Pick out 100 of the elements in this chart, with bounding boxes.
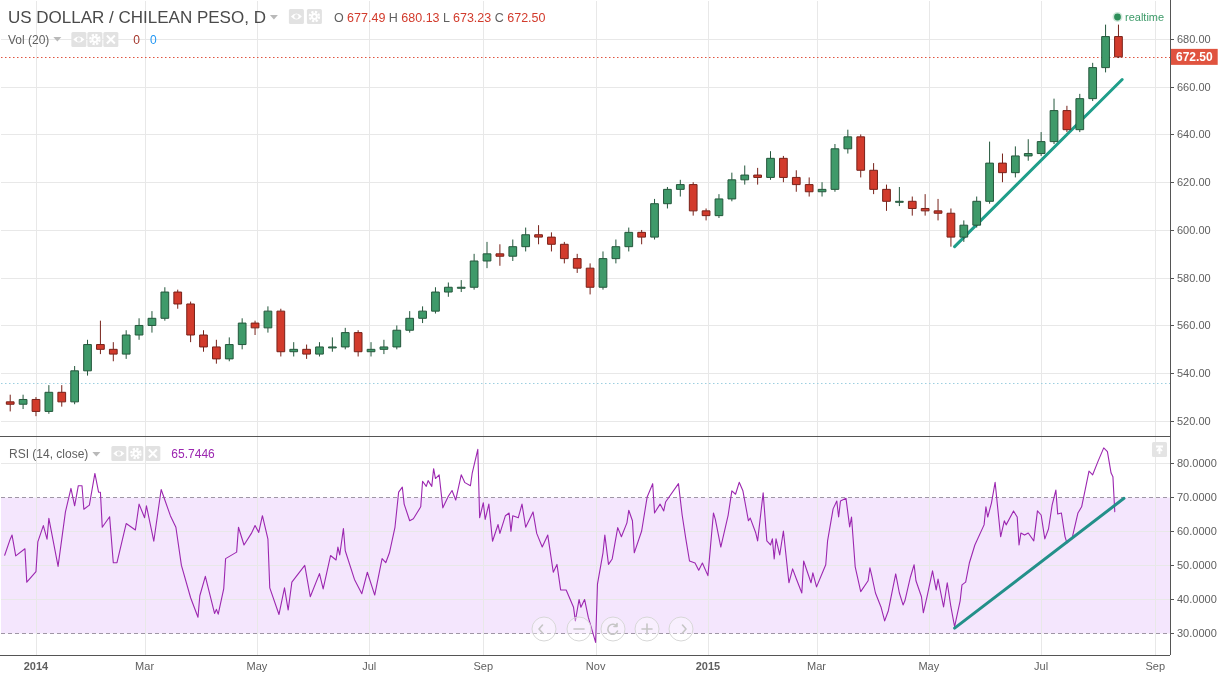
candlestick <box>418 305 427 324</box>
x-tick-label: Sep <box>473 660 494 672</box>
candlestick <box>379 339 389 355</box>
candlestick <box>521 227 531 252</box>
candlestick <box>160 286 170 322</box>
candlestick <box>469 253 479 291</box>
x-tick-label: Sep <box>1145 660 1166 672</box>
y-tick-label: 660.00 <box>1177 80 1211 93</box>
text: RSI (14, close) <box>9 447 89 461</box>
candlestick <box>315 341 324 357</box>
annotation: 65.7446 <box>171 447 216 461</box>
candlestick <box>663 186 672 209</box>
candlestick <box>701 207 711 221</box>
candlestick <box>572 253 582 274</box>
candlestick <box>495 243 505 267</box>
candlestick <box>688 181 698 217</box>
x-tick-label: 2015 <box>695 660 721 672</box>
candlestick <box>830 143 840 193</box>
candlestick <box>1075 93 1085 133</box>
candlestick <box>147 310 157 334</box>
candlestick <box>405 310 415 334</box>
candlestick <box>1036 131 1046 157</box>
candlestick <box>907 196 917 217</box>
candlestick <box>766 150 775 181</box>
y-tick-label: 50.0000 <box>1177 558 1217 571</box>
candlestick <box>972 196 982 229</box>
x-tick-label: May <box>246 660 268 672</box>
candlestick <box>959 219 969 243</box>
candlestick <box>456 279 466 293</box>
candlestick <box>1049 98 1059 145</box>
candlestick <box>804 176 814 198</box>
candlestick <box>199 329 208 353</box>
y-tick-label: 620.00 <box>1177 176 1211 189</box>
candlestick <box>482 241 492 269</box>
y-tick-label: 70.0000 <box>1177 490 1217 503</box>
candlestick <box>856 133 866 178</box>
y-tick-label: 540.00 <box>1177 367 1211 380</box>
line-series <box>4 447 1116 643</box>
candlestick <box>1062 105 1072 133</box>
candlestick <box>31 396 41 417</box>
candlestick <box>83 339 92 377</box>
candlestick <box>431 286 440 315</box>
candlestick <box>637 229 647 245</box>
candlestick <box>895 186 904 207</box>
ref-line-label: 672.50 <box>1176 50 1214 65</box>
candlestick <box>443 281 453 298</box>
x-tick-label: Nov <box>585 660 606 672</box>
y-tick-label: 580.00 <box>1177 271 1211 284</box>
x-tick-label: Mar <box>135 660 155 672</box>
annotation: 0 <box>133 32 141 47</box>
annotation: Vol (20) <box>8 32 50 47</box>
candlestick <box>1101 24 1110 73</box>
candlestick <box>96 320 105 355</box>
candlestick <box>57 384 67 408</box>
candlestick <box>212 339 221 365</box>
candlestick <box>817 181 827 198</box>
candlestick <box>340 327 350 350</box>
candlestick <box>186 301 195 343</box>
candlestick <box>237 317 247 350</box>
candlestick <box>5 394 15 412</box>
candlestick <box>276 308 286 357</box>
candlestick <box>250 320 260 336</box>
candlestick <box>882 184 891 212</box>
candlestick <box>740 165 750 186</box>
chart-title: US DOLLAR / CHILEAN PESO, D <box>8 8 266 27</box>
candlestick <box>224 336 234 362</box>
candlestick <box>1023 138 1033 162</box>
annotation: realtime <box>1125 11 1165 23</box>
y-tick-label: 600.00 <box>1177 223 1211 236</box>
y-tick-label: 640.00 <box>1177 128 1211 141</box>
y-tick-label: 520.00 <box>1177 414 1211 427</box>
x-tick-label: Mar <box>807 660 827 672</box>
candlestick <box>353 329 363 357</box>
candlestick <box>263 305 273 334</box>
candlestick <box>791 169 801 193</box>
candlestick <box>108 341 118 362</box>
y-tick-label: 680.00 <box>1177 32 1211 45</box>
candlestick <box>933 198 943 221</box>
candlestick <box>869 162 878 195</box>
candlestick <box>121 329 131 360</box>
candlestick <box>392 324 402 350</box>
candlestick <box>585 262 595 295</box>
candlestick <box>843 129 853 155</box>
candlestick <box>559 241 569 264</box>
annotation: 0 <box>150 32 158 47</box>
candlestick <box>302 344 311 360</box>
candlestick <box>328 336 337 353</box>
candlestick <box>366 341 376 357</box>
candlestick <box>998 153 1007 183</box>
candlestick <box>946 207 956 248</box>
annotation: O 677.49 H 680.13 L 673.23 C 672.50 <box>333 10 546 25</box>
candlestick <box>675 179 685 198</box>
candlestick <box>508 239 518 262</box>
candlestick <box>134 317 144 341</box>
x-tick-label: 2014 <box>23 660 50 672</box>
candlestick <box>624 227 634 252</box>
y-tick-label: 60.0000 <box>1177 524 1217 537</box>
candlestick <box>650 198 659 241</box>
candlestick <box>1114 24 1123 59</box>
candlestick <box>598 250 608 291</box>
